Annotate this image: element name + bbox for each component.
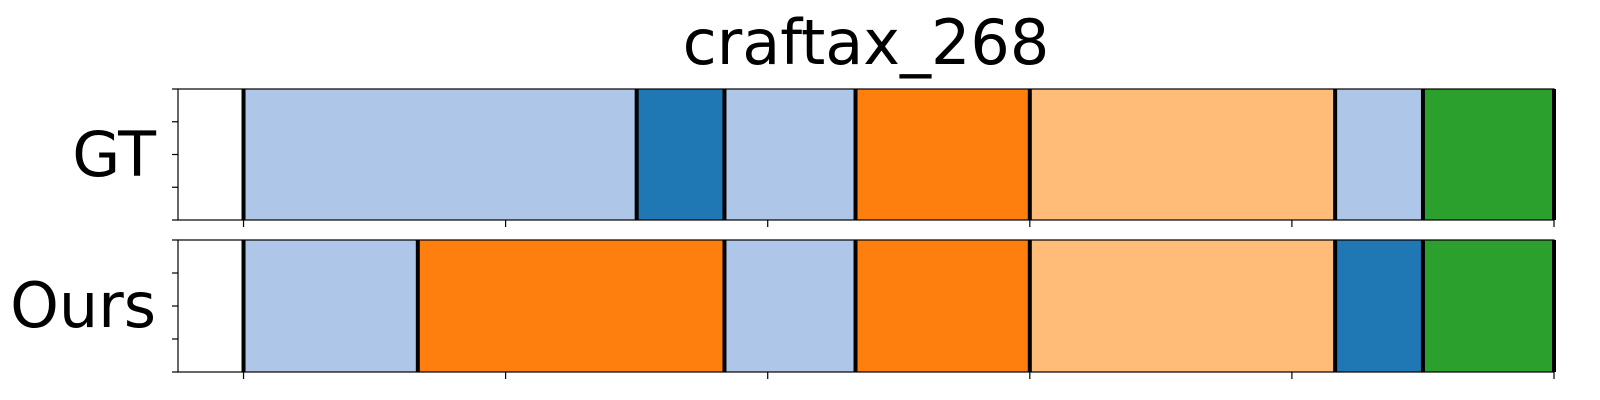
row-gt-yticks — [172, 88, 178, 221]
row-label-gt: GT — [72, 118, 157, 191]
row-ours: Ours — [10, 239, 1556, 373]
segment-gt-4 — [1029, 89, 1336, 220]
segment-ours-2 — [724, 240, 856, 372]
row-ours-yticks — [172, 239, 178, 373]
x-axis-ticks — [242, 220, 1555, 379]
segment-ours-5 — [1335, 240, 1423, 372]
chart-title: craftax_268 — [683, 6, 1050, 79]
row-gt-segments — [241, 89, 1556, 220]
segment-ours-0 — [243, 240, 418, 372]
segment-gt-2 — [724, 89, 856, 220]
row-ours-segments — [241, 240, 1556, 372]
row-gt: GT — [72, 88, 1556, 221]
segment-ours-4 — [1029, 240, 1336, 372]
row-label-ours: Ours — [10, 269, 156, 342]
segment-ours-1 — [417, 240, 725, 372]
segment-gt-3 — [855, 89, 1030, 220]
segment-ours-3 — [855, 240, 1030, 372]
segment-gt-0 — [243, 89, 637, 220]
segment-gt-5 — [1335, 89, 1423, 220]
segment-ours-6 — [1422, 240, 1554, 372]
segment-gt-6 — [1422, 89, 1554, 220]
segment-gt-1 — [636, 89, 725, 220]
